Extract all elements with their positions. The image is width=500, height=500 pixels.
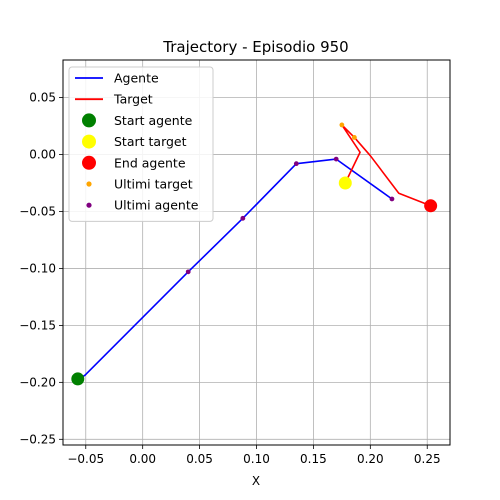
legend-label-target: Target [113,92,153,107]
legend: Agente Target Start agente Start target End … [68,66,214,222]
x-tick-label: 0.25 [414,452,441,466]
ultimi-target-point [351,135,357,140]
x-tick-label: −0.05 [67,452,104,466]
ultimi-agente-point [240,215,246,221]
x-tick-label: 0.05 [186,452,213,466]
y-tick-label: −0.15 [19,318,56,332]
legend-label-ultimi-agente: Ultimi agente [114,198,199,213]
x-tick-label: 0.00 [129,452,156,466]
ultimi-target-point [339,122,345,128]
plot-series [71,122,438,386]
legend-swatch-start-target [82,134,96,149]
legend-label-ultimi-target: Ultimi target [114,177,193,192]
y-tick-label: −0.10 [19,261,56,275]
y-tick-label: 0.00 [29,148,56,162]
y-tick-label: −0.25 [19,432,56,446]
y-tick-label: −0.20 [19,375,56,389]
x-tick-label: 0.10 [243,452,270,466]
end-agente-point [424,199,438,213]
start-target-point [338,176,352,190]
legend-swatch-end-agente [82,155,96,170]
ultimi-agente-point [185,269,191,275]
legend-label-start-target: Start target [114,134,187,149]
chart-title: Trajectory - Episodio 950 [162,38,348,56]
ultimi-agente-point [333,156,339,162]
x-tick-label: 0.15 [300,452,327,466]
y-tick-label: −0.05 [19,204,56,218]
legend-swatch-ultimi-target [86,181,92,187]
ultimi-agente-point [389,196,395,202]
ultimi-agente-point [293,161,299,167]
legend-swatch-ultimi-agente [86,202,92,208]
legend-label-start-agente: Start agente [114,113,193,128]
x-tick-label: 0.20 [357,452,384,466]
legend-label-agente: Agente [114,71,159,86]
axis-ticks: −0.05 0.00 0.05 0.10 0.15 0.20 0.25 −0.25 −0.20 −… [19,91,440,466]
start-agente-point [71,372,85,386]
legend-swatch-start-agente [82,113,96,128]
legend-label-end-agente: End agente [114,155,186,170]
x-axis-label: X [252,474,260,488]
legend-box [68,66,214,222]
y-tick-label: 0.05 [29,91,56,105]
